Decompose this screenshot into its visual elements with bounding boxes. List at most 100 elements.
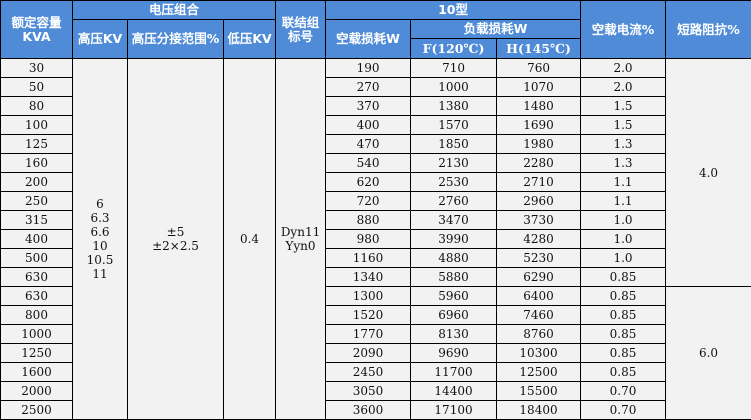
cell-no-load-loss: 720 <box>326 192 411 211</box>
header-hv: 高压KV <box>73 20 128 59</box>
cell-no-load-loss: 3600 <box>326 401 411 420</box>
cell-load-loss-h: 12500 <box>497 363 581 382</box>
cell-no-load-current: 2.0 <box>581 78 666 97</box>
cell-load-loss-f: 14400 <box>411 382 497 401</box>
cell-no-load-loss: 190 <box>326 59 411 78</box>
header-load-loss-h: H(145℃) <box>497 39 581 59</box>
cell-no-load-loss: 400 <box>326 116 411 135</box>
cell-no-load-current: 0.70 <box>581 401 666 420</box>
cell-load-loss-f: 6960 <box>411 306 497 325</box>
cell-impedance: 4.0 <box>666 59 751 287</box>
cell-no-load-loss: 270 <box>326 78 411 97</box>
cell-no-load-current: 0.85 <box>581 287 666 306</box>
cell-no-load-current: 1.5 <box>581 116 666 135</box>
cell-no-load-loss: 620 <box>326 173 411 192</box>
cell-no-load-loss: 1520 <box>326 306 411 325</box>
cell-load-loss-h: 8760 <box>497 325 581 344</box>
cell-load-loss-f: 3470 <box>411 211 497 230</box>
cell-no-load-current: 0.85 <box>581 325 666 344</box>
cell-no-load-loss: 1160 <box>326 249 411 268</box>
cell-no-load-loss: 2450 <box>326 363 411 382</box>
cell-load-loss-f: 4880 <box>411 249 497 268</box>
cell-no-load-loss: 1340 <box>326 268 411 287</box>
cell-load-loss-h: 1980 <box>497 135 581 154</box>
cell-load-loss-h: 18400 <box>497 401 581 420</box>
cell-load-loss-h: 1070 <box>497 78 581 97</box>
cell-no-load-loss: 370 <box>326 97 411 116</box>
cell-load-loss-h: 2710 <box>497 173 581 192</box>
cell-load-loss-f: 3990 <box>411 230 497 249</box>
header-lv: 低压KV <box>224 20 276 59</box>
cell-lv: 0.4 <box>224 59 276 420</box>
cell-load-loss-f: 1000 <box>411 78 497 97</box>
cell-line: 6.6 <box>73 225 127 239</box>
cell-capacity: 2500 <box>1 401 73 420</box>
cell-load-loss-f: 8130 <box>411 325 497 344</box>
cell-capacity: 200 <box>1 173 73 192</box>
cell-load-loss-f: 5960 <box>411 287 497 306</box>
cell-line: Yyn0 <box>276 239 325 253</box>
cell-load-loss-h: 7460 <box>497 306 581 325</box>
cell-no-load-loss: 540 <box>326 154 411 173</box>
cell-load-loss-f: 5880 <box>411 268 497 287</box>
cell-no-load-current: 0.85 <box>581 344 666 363</box>
cell-load-loss-f: 1850 <box>411 135 497 154</box>
cell-no-load-current: 0.85 <box>581 268 666 287</box>
cell-line: 6.3 <box>73 211 127 225</box>
cell-capacity: 1600 <box>1 363 73 382</box>
cell-load-loss-h: 1480 <box>497 97 581 116</box>
cell-no-load-current: 0.85 <box>581 306 666 325</box>
cell-no-load-current: 2.0 <box>581 59 666 78</box>
cell-no-load-current: 1.0 <box>581 230 666 249</box>
cell-no-load-current: 1.3 <box>581 154 666 173</box>
cell-load-loss-h: 1690 <box>497 116 581 135</box>
cell-tap-range: ±5±2×2.5 <box>128 59 224 420</box>
cell-capacity: 2000 <box>1 382 73 401</box>
cell-capacity: 100 <box>1 116 73 135</box>
cell-no-load-current: 1.5 <box>581 97 666 116</box>
cell-capacity: 80 <box>1 97 73 116</box>
cell-load-loss-f: 2530 <box>411 173 497 192</box>
cell-line: 6 <box>73 197 127 211</box>
cell-load-loss-h: 4280 <box>497 230 581 249</box>
cell-no-load-current: 0.70 <box>581 382 666 401</box>
cell-load-loss-h: 5230 <box>497 249 581 268</box>
cell-load-loss-f: 2130 <box>411 154 497 173</box>
cell-line: 10 <box>73 239 127 253</box>
cell-capacity: 1250 <box>1 344 73 363</box>
cell-capacity: 1000 <box>1 325 73 344</box>
cell-load-loss-h: 2960 <box>497 192 581 211</box>
cell-line: Dyn11 <box>276 225 325 239</box>
header-no-load-current: 空载电流% <box>581 1 666 59</box>
cell-load-loss-h: 3730 <box>497 211 581 230</box>
cell-no-load-current: 1.1 <box>581 173 666 192</box>
cell-load-loss-f: 11700 <box>411 363 497 382</box>
cell-capacity: 800 <box>1 306 73 325</box>
cell-no-load-current: 1.1 <box>581 192 666 211</box>
cell-capacity: 630 <box>1 268 73 287</box>
cell-line: 11 <box>73 267 127 281</box>
header-type: 10型 <box>326 1 581 20</box>
cell-no-load-loss: 1770 <box>326 325 411 344</box>
header-no-load-loss: 空载损耗W <box>326 20 411 59</box>
cell-load-loss-h: 2280 <box>497 154 581 173</box>
cell-capacity: 315 <box>1 211 73 230</box>
cell-no-load-loss: 880 <box>326 211 411 230</box>
cell-load-loss-f: 710 <box>411 59 497 78</box>
cell-load-loss-f: 1570 <box>411 116 497 135</box>
cell-load-loss-h: 6400 <box>497 287 581 306</box>
cell-capacity: 50 <box>1 78 73 97</box>
cell-load-loss-f: 9690 <box>411 344 497 363</box>
cell-line: ±5 <box>128 225 223 239</box>
cell-load-loss-f: 1380 <box>411 97 497 116</box>
header-load-loss-f: F(120℃) <box>411 39 497 59</box>
cell-no-load-loss: 980 <box>326 230 411 249</box>
header-vector-group: 联结组标号 <box>276 1 326 59</box>
cell-capacity: 160 <box>1 154 73 173</box>
cell-no-load-loss: 3050 <box>326 382 411 401</box>
cell-no-load-current: 1.0 <box>581 249 666 268</box>
